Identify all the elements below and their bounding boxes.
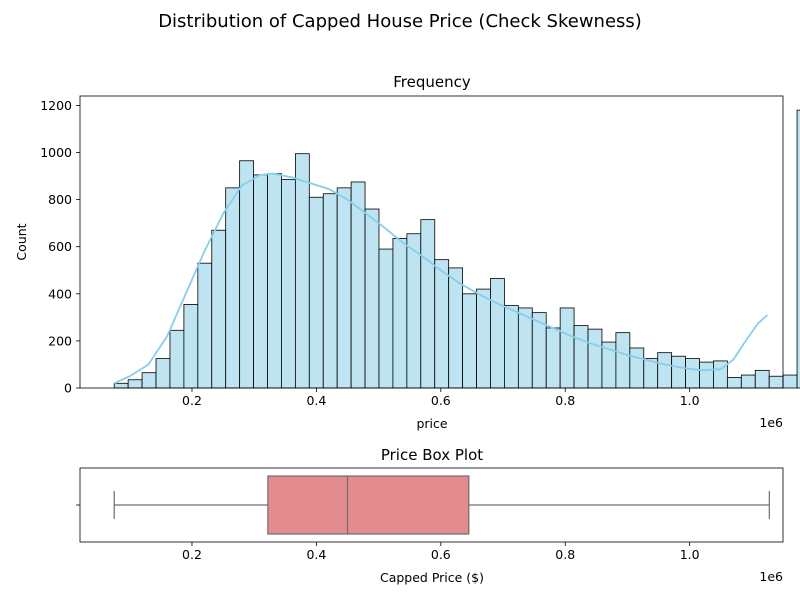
histogram-bar [211,229,227,389]
histogram-bar [253,174,268,389]
histogram-frame [79,95,784,389]
histogram-bar [740,374,756,389]
x-tick-label: 0.6 [431,547,451,562]
histogram-bar [796,109,800,389]
histogram-bar [629,347,645,389]
x-tick-label: 0.2 [182,547,202,562]
histogram-bar [267,173,282,389]
histogram-bar [127,379,143,389]
histogram-bar [294,153,310,389]
histogram-bar [559,307,575,389]
boxplot-title: Price Box Plot [381,446,483,464]
histogram-bar [169,329,185,389]
histogram-bar [462,293,477,389]
histogram-bar [308,196,324,389]
histogram-bar [406,233,422,389]
histogram-bar [378,248,394,389]
histogram-bar [545,327,561,389]
x-tick-label: 0.2 [182,393,202,408]
histogram-bar [517,307,533,389]
x-tick-label: 0.4 [306,547,326,562]
histogram-bar [671,355,686,389]
histogram-title: Frequency [393,73,471,91]
histogram-y-ticks: 0 200 400 600 800 1000 1200 [40,98,80,396]
histogram-bar [350,181,366,389]
histogram-bar [281,179,296,389]
boxplot-x-label: Capped Price ($) [380,570,484,585]
histogram-bar [754,369,770,389]
histogram-bar [726,377,742,389]
histogram-bar [768,375,784,389]
histogram-bar [685,358,700,389]
histogram-bar [336,187,352,389]
x-tick-label: 1.0 [680,547,700,562]
histogram-bar [197,262,213,389]
x-tick-label: 0.4 [306,393,326,408]
histogram-bar [434,259,450,389]
histogram-x-ticks: 0.2 0.4 0.6 0.8 1.0 [182,388,700,408]
histogram-bar [225,187,241,389]
histogram-bar [587,328,603,389]
histogram-bar [155,358,171,389]
y-tick-label: 400 [48,286,72,301]
y-tick-label: 0 [64,381,72,396]
histogram-bar [239,160,254,389]
histogram-panel: Frequency 0.2 0.4 0.6 0.8 1.0 0 200 400 600 800 1… [14,73,800,431]
y-tick-label: 1200 [40,98,72,113]
histogram-bar [476,288,491,389]
boxplot-x-offset-label: 1e6 [759,569,783,584]
histogram-bar [420,219,436,389]
histogram-bar [657,352,673,389]
y-tick-label: 1000 [40,145,72,160]
histogram-bar [615,332,631,389]
histogram-bar [504,305,519,389]
y-tick-label: 600 [48,239,72,254]
iqr-box [267,475,470,535]
histogram-bar [490,278,505,389]
x-tick-label: 0.8 [555,547,575,562]
histogram-x-label: price [416,416,447,431]
boxplot [113,475,770,535]
boxplot-panel: Price Box Plot 0.2 0.4 0.6 0.8 1.0 Capped Pr… [76,446,784,585]
y-tick-label: 200 [48,333,72,348]
histogram-bar [782,374,798,389]
histogram-x-offset-label: 1e6 [759,415,783,430]
histogram-bar [113,382,129,389]
kde-curve [113,172,768,385]
x-tick-label: 0.6 [431,393,451,408]
x-tick-label: 0.8 [555,393,575,408]
boxplot-x-ticks: 0.2 0.4 0.6 0.8 1.0 [182,542,700,562]
histogram-bar [448,267,464,389]
histogram-bar [364,208,380,389]
histogram-y-label: Count [14,223,29,260]
histogram-bar [573,325,589,389]
y-tick-label: 800 [48,192,72,207]
histogram-bar [322,193,338,389]
histogram-bar [392,238,408,389]
histogram-bars [113,109,800,389]
histogram-bar [699,361,714,389]
x-tick-label: 1.0 [680,393,700,408]
figure-title: Distribution of Capped House Price (Chec… [158,11,642,32]
histogram-bar [141,372,157,389]
histogram-bar [183,304,199,389]
